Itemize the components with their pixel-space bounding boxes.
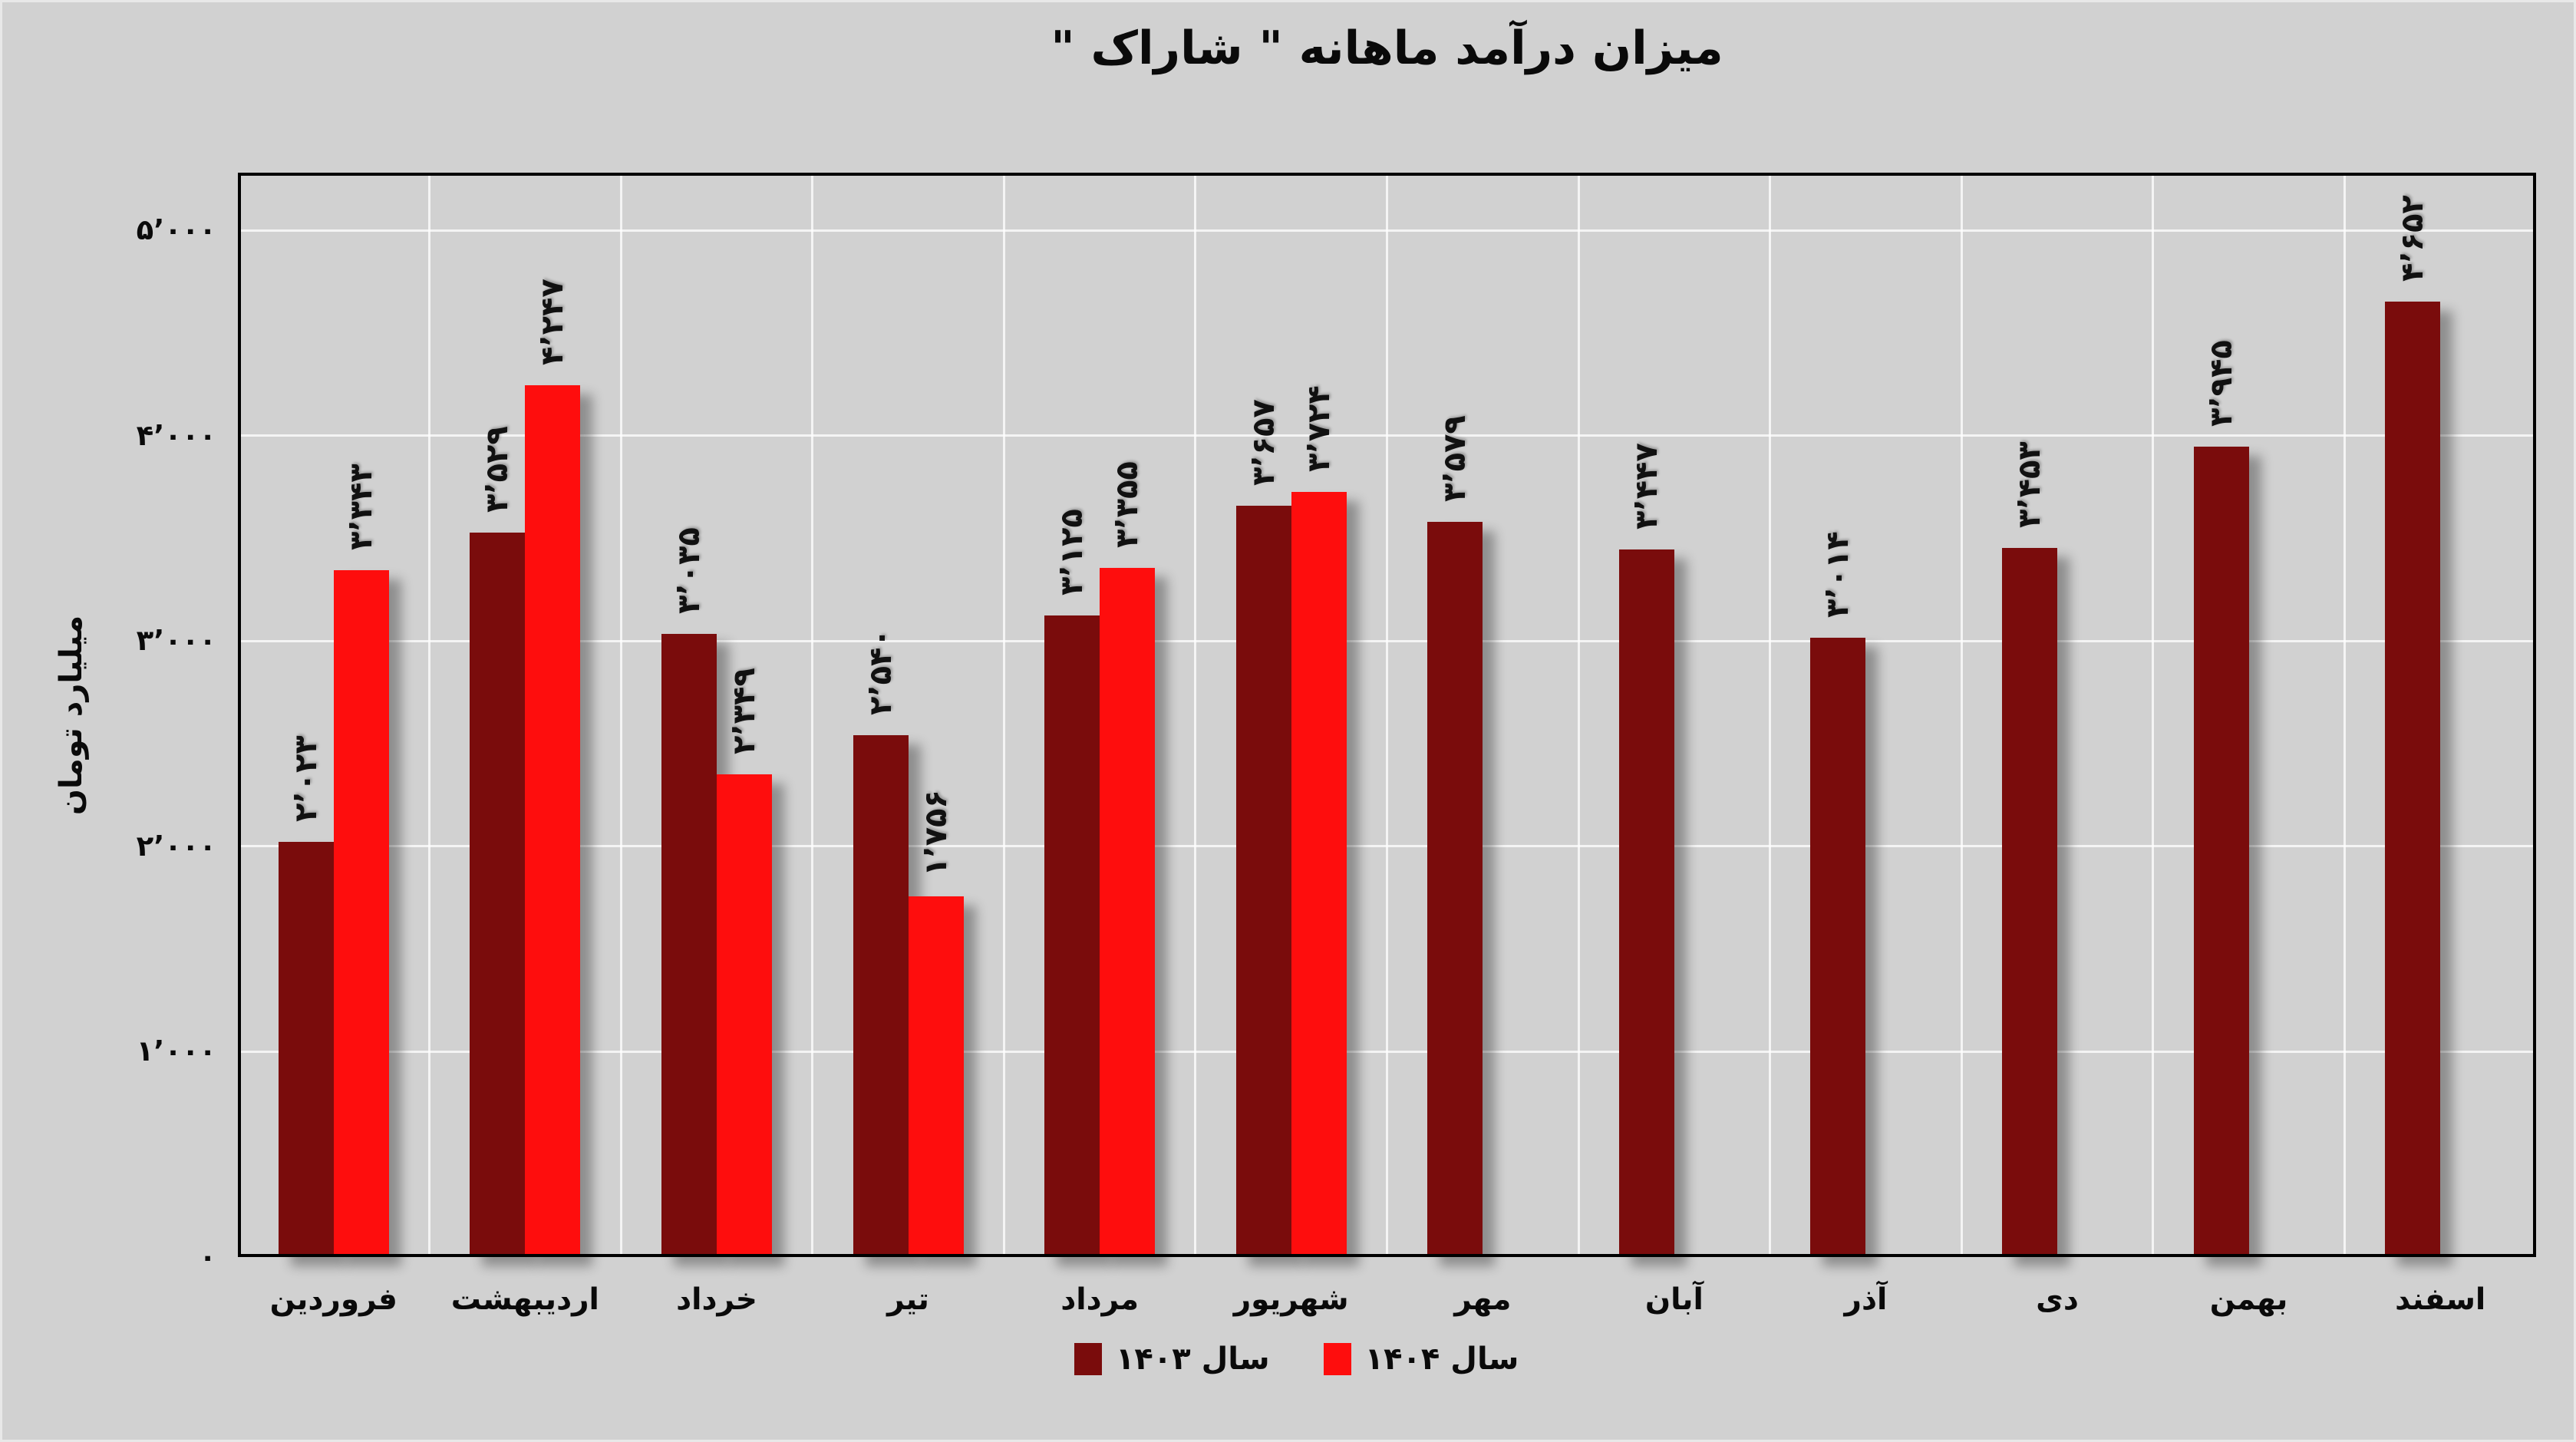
x-category-label-شهریور: شهریور bbox=[1233, 1282, 1349, 1317]
bar-value-label-1403-آبان: ۳٬۴۴۷ bbox=[1628, 442, 1664, 530]
bar-1403-بهمن bbox=[2193, 447, 2249, 1257]
gridline-vertical-4 bbox=[1002, 173, 1005, 1257]
bar-1403-تیر bbox=[853, 735, 909, 1257]
legend-label-1403: سال ۱۴۰۳ bbox=[1116, 1341, 1270, 1377]
gridline-vertical-1 bbox=[428, 173, 431, 1257]
bar-value-label-1403-مرداد: ۳٬۱۲۵ bbox=[1054, 508, 1090, 596]
x-category-label-مرداد: مرداد bbox=[1060, 1282, 1140, 1317]
bar-1403-آذر bbox=[1810, 638, 1866, 1257]
bar-value-label-1403-اردیبهشت: ۳٬۵۲۹ bbox=[480, 425, 516, 513]
bar-value-label-1404-فروردین: ۳٬۳۴۳ bbox=[343, 464, 379, 551]
x-category-label-خرداد: خرداد bbox=[676, 1282, 757, 1317]
y-tick-label-0: ۰ bbox=[199, 1240, 216, 1273]
x-category-label-آبان: آبان bbox=[1644, 1282, 1704, 1317]
x-category-label-بهمن: بهمن bbox=[2209, 1282, 2288, 1317]
y-tick-label-1000: ۱٬۰۰۰ bbox=[136, 1034, 216, 1068]
x-category-label-آذر: آذر bbox=[1844, 1282, 1888, 1317]
bar-1404-فروردین bbox=[333, 570, 389, 1257]
bar-value-label-1403-تیر: ۲٬۵۴۰ bbox=[863, 629, 899, 716]
bar-1403-مرداد bbox=[1044, 615, 1100, 1257]
bar-1404-اردیبهشت bbox=[525, 384, 581, 1257]
gridline-vertical-2 bbox=[619, 173, 622, 1257]
x-category-label-تیر: تیر bbox=[887, 1282, 929, 1317]
x-category-label-مهر: مهر bbox=[1454, 1282, 1512, 1317]
gridline-vertical-6 bbox=[1386, 173, 1388, 1257]
y-axis-title: میلیارد تومان bbox=[37, 173, 106, 1257]
x-category-label-اسفند: اسفند bbox=[2395, 1282, 2486, 1317]
legend-item-1404: سال ۱۴۰۴ bbox=[1323, 1341, 1519, 1377]
gridline-vertical-8 bbox=[1769, 173, 1772, 1257]
bar-value-label-1403-مهر: ۳٬۵۷۹ bbox=[1437, 415, 1473, 503]
x-category-label-اردیبهشت: اردیبهشت bbox=[450, 1282, 599, 1317]
bar-1403-آبان bbox=[1618, 549, 1674, 1257]
bar-value-label-1403-بهمن: ۳٬۹۴۵ bbox=[2203, 340, 2239, 427]
bar-value-label-1404-شهریور: ۳٬۷۲۴ bbox=[1301, 385, 1337, 473]
bar-1403-فروردین bbox=[278, 841, 334, 1257]
gridline-vertical-7 bbox=[1577, 173, 1580, 1257]
legend-label-1404: سال ۱۴۰۴ bbox=[1364, 1341, 1519, 1377]
bar-1404-شهریور bbox=[1291, 492, 1347, 1257]
gridline-vertical-10 bbox=[2152, 173, 2155, 1257]
bar-value-label-1404-تیر: ۱٬۷۵۶ bbox=[918, 790, 954, 877]
bar-1403-دی bbox=[2002, 547, 2058, 1257]
y-tick-label-5000: ۵٬۰۰۰ bbox=[136, 213, 216, 246]
y-tick-label-4000: ۴٬۰۰۰ bbox=[136, 418, 216, 452]
bar-value-label-1403-فروردین: ۲٬۰۲۳ bbox=[288, 734, 324, 822]
bar-value-label-1404-مرداد: ۳٬۳۵۵ bbox=[1110, 461, 1146, 549]
gridline-vertical-3 bbox=[811, 173, 814, 1257]
bar-1403-اسفند bbox=[2385, 302, 2441, 1257]
legend-swatch-1404 bbox=[1323, 1343, 1351, 1375]
bar-1403-اردیبهشت bbox=[470, 532, 526, 1257]
bar-value-label-1403-اسفند: ۴٬۶۵۲ bbox=[2395, 195, 2431, 282]
gridline-vertical-9 bbox=[1960, 173, 1963, 1257]
bar-value-label-1403-آذر: ۳٬۰۱۴ bbox=[1820, 531, 1856, 619]
bar-value-label-1403-دی: ۳٬۴۵۳ bbox=[2012, 441, 2048, 528]
gridline-vertical-5 bbox=[1194, 173, 1197, 1257]
bar-value-label-1404-اردیبهشت: ۴٬۲۴۷ bbox=[535, 278, 571, 365]
legend: سال ۱۴۰۳ سال ۱۴۰۴ bbox=[1074, 1341, 1519, 1377]
gridline-vertical-11 bbox=[2343, 173, 2346, 1257]
bar-value-label-1404-خرداد: ۲٬۳۴۹ bbox=[726, 668, 762, 755]
plot-area: ۲٬۰۲۳ ۳٬۳۴۳ ۳٬۵۲۹ ۴٬۲۴۷ ۳٬۰۳۵ ۲٬۳۴۹ ۲٬۵۴۰ ۱٬۷۵۶… bbox=[238, 173, 2536, 1257]
bar-1403-مهر bbox=[1427, 522, 1483, 1257]
bar-value-label-1403-خرداد: ۳٬۰۳۵ bbox=[671, 526, 707, 614]
bar-1403-شهریور bbox=[1235, 506, 1291, 1257]
y-tick-label-2000: ۲٬۰۰۰ bbox=[136, 829, 216, 863]
legend-item-1403: سال ۱۴۰۳ bbox=[1074, 1341, 1270, 1377]
x-category-label-فروردین: فروردین bbox=[269, 1282, 397, 1317]
legend-swatch-1403 bbox=[1074, 1343, 1102, 1375]
bar-1404-مرداد bbox=[1100, 568, 1156, 1257]
x-category-label-دی: دی bbox=[2036, 1282, 2079, 1317]
bar-value-label-1403-شهریور: ۳٬۶۵۷ bbox=[1245, 399, 1281, 487]
bar-1404-تیر bbox=[908, 896, 964, 1257]
bar-1404-خرداد bbox=[716, 774, 772, 1257]
chart-title: میزان درآمد ماهانه " شاراک " bbox=[1051, 21, 1723, 75]
bar-1403-خرداد bbox=[661, 633, 717, 1257]
y-tick-label-3000: ۳٬۰۰۰ bbox=[136, 624, 216, 658]
